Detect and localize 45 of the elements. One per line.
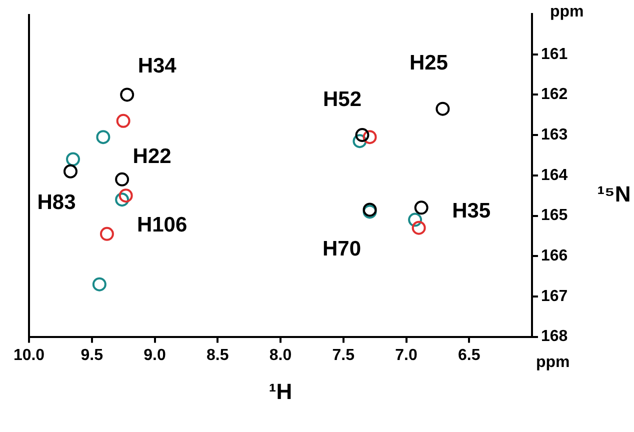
y-axis-title: ¹⁵N <box>597 181 631 206</box>
y-tick-label: 166 <box>541 248 568 265</box>
x-tick-label: 7.5 <box>332 346 355 364</box>
point <box>436 102 450 116</box>
x-tick-label: 9.0 <box>144 346 166 364</box>
y-tick-label: 168 <box>541 328 568 346</box>
point <box>115 172 130 186</box>
point <box>100 226 114 241</box>
x-tick-label: 8.5 <box>206 346 229 364</box>
annotation: H25 <box>409 52 448 75</box>
point <box>92 277 106 292</box>
point <box>414 200 428 215</box>
point <box>118 188 133 203</box>
x-tick-label: 8.0 <box>269 346 292 364</box>
x-tick-label: 7.0 <box>395 346 418 364</box>
point <box>115 192 130 207</box>
annotation: H52 <box>322 88 362 111</box>
x-tick-label: 6.5 <box>458 346 480 364</box>
point <box>64 164 78 178</box>
annotation: H83 <box>37 191 76 214</box>
y-tick-label: 161 <box>541 46 568 63</box>
point <box>352 134 367 148</box>
y-tick-label: 162 <box>541 86 568 104</box>
point <box>96 130 110 144</box>
y-tick-label: 167 <box>541 288 568 305</box>
annotation: H22 <box>132 145 172 168</box>
point <box>408 212 422 227</box>
x-axis-title: ¹H <box>268 378 292 404</box>
y-tick-label: 164 <box>541 166 568 184</box>
text: ppm <box>536 354 570 372</box>
x-tick-label: 10.0 <box>13 346 45 364</box>
annotation: H106 <box>136 213 188 236</box>
x-tick-label: 9.5 <box>80 346 104 364</box>
y-tick-label: 165 <box>541 207 568 224</box>
annotation: H70 <box>322 237 362 260</box>
text: ppm <box>550 3 584 20</box>
point <box>362 130 377 144</box>
annotation: H35 <box>452 199 491 222</box>
point <box>120 88 134 102</box>
point <box>412 220 426 235</box>
point <box>66 152 80 166</box>
point <box>355 128 370 142</box>
point <box>116 114 130 128</box>
y-tick-label: 163 <box>541 126 568 144</box>
annotation: H34 <box>138 54 177 78</box>
